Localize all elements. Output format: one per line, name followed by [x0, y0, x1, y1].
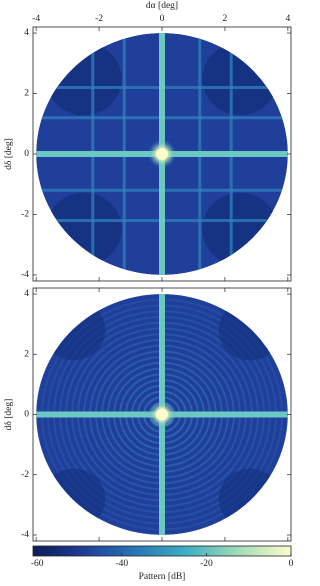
colorbar-tick-label: -20 [200, 559, 213, 569]
panel-annotation: feed [42, 47, 63, 61]
pattern-lobe [42, 468, 106, 529]
y-tick-label: 0 [24, 410, 29, 420]
x-tick-label: -2 [95, 14, 103, 24]
x-tick-label: 4 [285, 14, 290, 24]
colorbar-label: Pattern [dB] [139, 572, 186, 582]
x-tick-label: 0 [160, 14, 165, 24]
page: {"chart_data": [ {"type": "heatmap", "an… [4, 1, 293, 583]
x-axis-label: dα [deg] [146, 1, 178, 11]
y-axis-label: dδ [deg] [4, 399, 14, 431]
pattern-core [156, 408, 168, 421]
y-tick-label: -4 [21, 530, 29, 540]
panel-annotation: offset [42, 294, 70, 308]
pattern-lobe [46, 192, 122, 266]
pattern-lobe [218, 468, 282, 529]
y-tick-label: 4 [24, 289, 29, 299]
y-tick-label: 0 [24, 149, 29, 159]
colorbar [32, 545, 292, 557]
pattern [36, 33, 288, 275]
colorbar-tick-label: -60 [31, 559, 44, 569]
pattern [36, 294, 288, 535]
pattern-lobe [202, 42, 278, 116]
y-tick-label: 4 [24, 28, 29, 38]
y-tick-label: -2 [21, 210, 29, 220]
y-tick-label: -4 [21, 270, 29, 280]
pattern-core [156, 148, 168, 160]
y-axis-label: dδ [deg] [4, 138, 14, 170]
pattern-lobe [218, 300, 282, 361]
y-tick-label: -2 [21, 470, 29, 480]
colorbar-tick-label: -40 [115, 559, 128, 569]
pattern-lobe [202, 192, 278, 266]
panel-annotation: central [42, 33, 75, 47]
y-tick-label: 2 [24, 89, 29, 99]
y-tick-label: 2 [24, 349, 29, 359]
panel-annotation: feed [42, 308, 63, 322]
x-tick-label: 2 [223, 14, 228, 24]
x-tick-label: -4 [32, 14, 40, 24]
colorbar-tick-label: 0 [289, 559, 293, 569]
